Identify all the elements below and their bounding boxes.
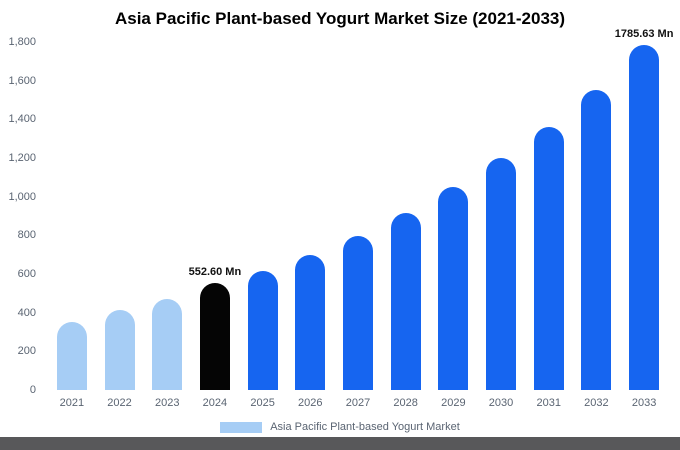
bar-2032[interactable]	[581, 90, 612, 390]
y-tick-label: 0	[29, 384, 36, 396]
x-axis-label-2022: 2022	[107, 397, 132, 409]
legend-swatch	[220, 421, 263, 433]
bar-value-label-2033: 1785.63 Mn	[614, 27, 674, 40]
bar-2023[interactable]	[152, 298, 183, 390]
bar-column-2027: 2027	[334, 42, 382, 409]
bar-2024[interactable]	[199, 283, 230, 390]
bar-column-2023: 2023	[143, 42, 191, 409]
bar-column-2031: 2031	[525, 42, 573, 409]
y-tick-label: 1,600	[8, 74, 36, 87]
x-axis-label-2030: 2030	[488, 397, 514, 409]
bar-column-2025: 2025	[239, 42, 287, 409]
y-tick-label: 800	[17, 229, 36, 242]
bar-2031[interactable]	[533, 126, 564, 390]
chart-title: Asia Pacific Plant-based Yogurt Market S…	[114, 9, 566, 28]
bar-column-2033: 1785.63 Mn 2033	[615, 28, 674, 409]
bar-value-label-2024: 552.60 Mn	[188, 266, 242, 279]
x-axis-label-2024: 2024	[202, 397, 228, 409]
footer-bar	[0, 437, 680, 450]
x-axis-label-2026: 2026	[298, 397, 323, 409]
bars: 2021 2022 2023 552.60 Mn 2024 2025 2026 2027 202…	[48, 28, 674, 409]
y-tick-label: 1,400	[8, 113, 36, 126]
bar-2033[interactable]	[629, 44, 660, 390]
legend-item[interactable]: Asia Pacific Plant-based Yogurt Market	[0, 421, 680, 433]
x-axis-label-2021: 2021	[59, 397, 85, 409]
bar-column-2026: 2026	[286, 42, 334, 409]
bar-column-2030: 2030	[477, 42, 525, 409]
y-tick-label: 1,800	[8, 36, 36, 48]
y-axis: 0 200 400 600 800 1,000 1,200 1,400 1,600 1,800	[0, 36, 42, 396]
bar-column-2028: 2028	[382, 42, 430, 409]
bar-column-2021: 2021	[48, 42, 96, 409]
x-axis-label-2033: 2033	[631, 397, 657, 409]
bar-2021[interactable]	[56, 321, 87, 390]
bar-2029[interactable]	[438, 187, 469, 390]
bar-2025[interactable]	[247, 270, 278, 390]
bar-column-2032: 2032	[573, 42, 621, 409]
bar-2027[interactable]	[342, 235, 373, 390]
bar-2022[interactable]	[104, 309, 135, 390]
legend-label: Asia Pacific Plant-based Yogurt Market	[270, 421, 460, 433]
bar-column-2024: 552.60 Mn 2024	[188, 42, 242, 409]
x-axis-label-2023: 2023	[154, 397, 180, 409]
bar-2030[interactable]	[486, 158, 517, 390]
y-tick-label: 600	[17, 268, 36, 280]
x-axis-label-2027: 2027	[345, 397, 371, 409]
bar-2028[interactable]	[390, 213, 421, 390]
plot-area: 2021 2022 2023 552.60 Mn 2024 2025 2026 2027 202…	[48, 28, 674, 409]
bar-column-2029: 2029	[430, 42, 478, 409]
bar-column-2022: 2022	[96, 42, 144, 409]
y-tick-label: 400	[17, 306, 36, 319]
x-axis-label-2028: 2028	[393, 397, 418, 409]
y-tick-label: 1,200	[8, 152, 36, 164]
bar-2026[interactable]	[295, 254, 326, 390]
x-axis-label-2029: 2029	[441, 397, 466, 409]
x-axis-label-2025: 2025	[250, 397, 275, 409]
y-tick-label: 1,000	[8, 190, 36, 203]
y-tick-label: 200	[17, 345, 36, 358]
x-axis-label-2032: 2032	[584, 397, 609, 409]
x-axis-label-2031: 2031	[536, 397, 561, 409]
